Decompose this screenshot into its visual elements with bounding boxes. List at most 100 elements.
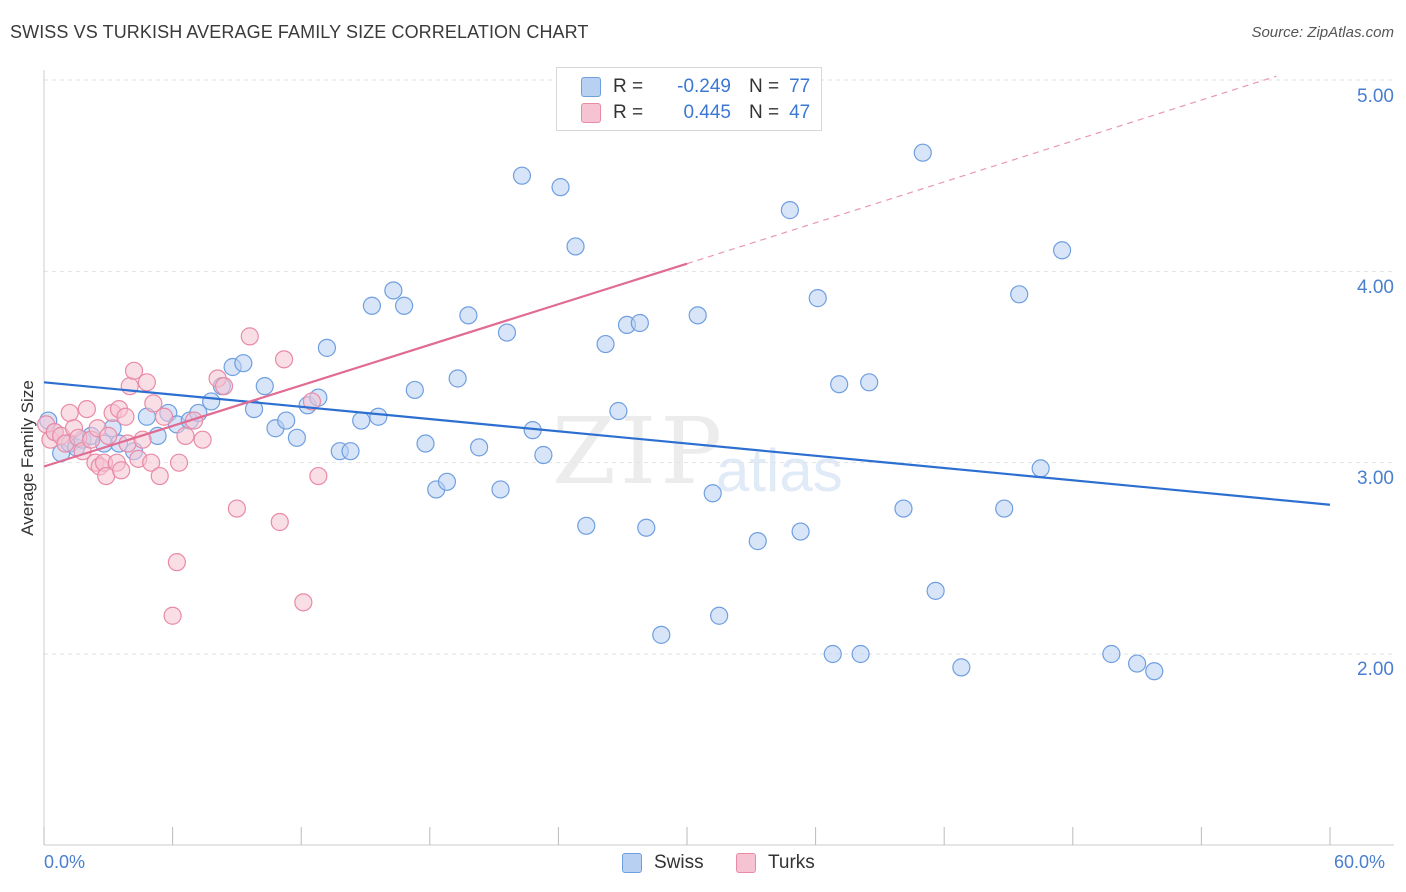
swiss-point (341, 442, 360, 461)
series-legend: Swiss Turks (0, 852, 1406, 878)
turks-point (274, 350, 294, 369)
y-tick-label: 4.00 (1357, 277, 1394, 298)
swiss-point (995, 499, 1014, 518)
turks-point (154, 407, 174, 426)
series-legend-swiss: Swiss (622, 852, 704, 874)
legend-r-label: R = (613, 76, 644, 97)
swiss-point (952, 658, 971, 677)
turks-point (184, 411, 204, 430)
x-tick-label: 60.0% (1334, 852, 1386, 872)
turks-point (169, 453, 189, 472)
turks-point (137, 373, 156, 392)
legend-row-swiss: R = -0.249 N = 77 (581, 75, 810, 99)
turks-trend-line (43, 262, 688, 468)
swiss-point (1031, 459, 1050, 478)
turks-point (240, 327, 259, 346)
swiss-swatch (581, 77, 601, 97)
swiss-point (830, 375, 849, 394)
swiss-point (703, 484, 722, 503)
swiss-point (808, 289, 827, 308)
swiss-point (637, 518, 656, 537)
swiss-point (369, 407, 388, 426)
swiss-point (394, 296, 414, 315)
turks-point (99, 426, 118, 445)
swiss-point (255, 377, 274, 396)
swiss-point (596, 334, 615, 354)
turks-point (150, 466, 169, 486)
swiss-point (491, 480, 510, 499)
swiss-point (534, 445, 553, 465)
turks-point (227, 499, 246, 518)
swiss-point (202, 392, 221, 411)
swiss-point (287, 428, 307, 447)
turks-point (294, 593, 313, 612)
turks-point (60, 403, 79, 423)
chart-source: Source: ZipAtlas.com (1251, 24, 1394, 41)
turks-point (142, 453, 161, 472)
swiss-point (851, 644, 870, 664)
legend-n-value: 77 (789, 76, 811, 97)
turks-swatch (581, 103, 601, 123)
swiss-point (512, 166, 532, 185)
swiss-point (710, 606, 729, 625)
legend-n-value: 47 (789, 102, 811, 123)
swiss-point (630, 313, 649, 333)
swiss-point (469, 438, 489, 457)
series-legend-turks: Turks (736, 852, 815, 874)
y-tick-label: 3.00 (1357, 468, 1394, 489)
turks-swatch (736, 853, 756, 873)
swiss-point (1010, 285, 1029, 304)
turks-point (176, 426, 195, 445)
legend-n-label: N = (749, 76, 780, 97)
turks-point (167, 553, 186, 572)
turks-point (163, 606, 182, 625)
legend-row-turks: R = 0.445 N = 47 (581, 101, 810, 125)
swiss-point (1145, 662, 1164, 681)
swiss-point (497, 323, 517, 342)
swiss-point (1102, 644, 1121, 664)
swiss-trend-line (43, 381, 1331, 506)
y-axis-label: Average Family Size (18, 380, 37, 536)
swiss-point (1127, 654, 1147, 673)
swiss-point (748, 532, 767, 551)
swiss-point (459, 306, 478, 325)
turks-point (112, 461, 131, 480)
legend-n-label: N = (749, 102, 780, 123)
swiss-point (780, 201, 799, 220)
turks-point (133, 430, 152, 449)
swiss-point (448, 369, 467, 388)
turks-trend-extension (686, 75, 1277, 265)
watermark-zip: ZIP (552, 398, 727, 505)
turks-point (309, 466, 328, 486)
turks-point (124, 361, 144, 380)
swiss-point (437, 472, 457, 491)
swiss-point (362, 296, 382, 315)
swiss-point (551, 178, 570, 197)
y-tick-label: 5.00 (1357, 86, 1394, 107)
chart-title: SWISS VS TURKISH AVERAGE FAMILY SIZE COR… (10, 22, 589, 42)
swiss-point (791, 522, 810, 541)
swiss-point (416, 434, 435, 453)
swiss-point (926, 581, 945, 600)
swiss-point (823, 644, 842, 664)
swiss-point (894, 499, 913, 518)
swiss-point (652, 625, 671, 644)
swiss-point (566, 237, 585, 256)
turks-point (144, 394, 163, 413)
turks-point (214, 377, 234, 396)
swiss-point (577, 516, 596, 535)
swiss-point (352, 411, 371, 430)
legend-r-label: R = (613, 102, 644, 123)
swiss-point (1052, 241, 1072, 260)
swiss-point (609, 401, 628, 421)
swiss-point (234, 354, 253, 373)
series-legend-swiss-label: Swiss (654, 852, 704, 873)
legend-r-value: 0.445 (683, 102, 731, 123)
swiss-point (860, 373, 879, 392)
swiss-point (913, 143, 932, 162)
turks-point (302, 392, 322, 411)
series-legend-turks-label: Turks (768, 852, 815, 873)
turks-point (116, 407, 135, 426)
swiss-point (688, 306, 707, 325)
